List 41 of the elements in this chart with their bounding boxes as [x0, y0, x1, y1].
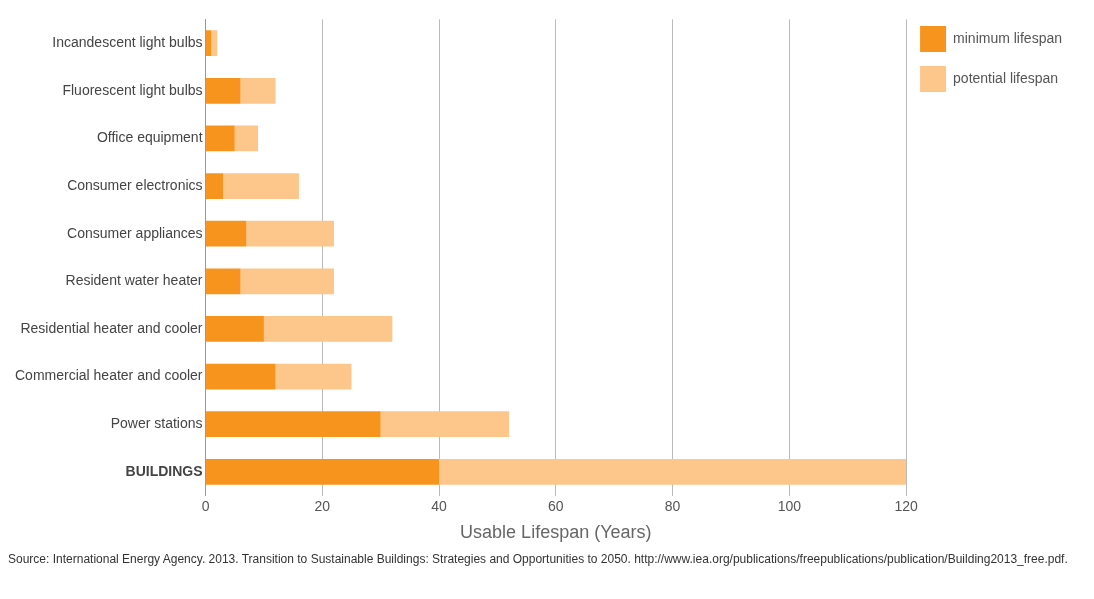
bar	[223, 173, 299, 199]
bar	[211, 30, 218, 57]
bar	[206, 316, 264, 342]
x-tick-label: 60	[548, 497, 564, 514]
legend-label: minimum lifespan	[953, 29, 1063, 46]
bar	[263, 316, 393, 342]
bar	[240, 268, 334, 295]
bar	[206, 220, 247, 247]
bar	[206, 411, 381, 438]
bar	[380, 411, 510, 438]
y-tick-label: Power stations	[110, 415, 203, 432]
x-tick-label: 20	[314, 497, 331, 514]
bar	[206, 173, 224, 199]
x-tick-label: 0	[201, 497, 210, 514]
x-tick-label: 120	[894, 497, 918, 514]
x-tick-label: 100	[777, 497, 802, 514]
bar	[240, 77, 276, 104]
y-tick-label: Incandescent light bulbs	[52, 34, 203, 51]
y-tick-label: Fluorescent light bulbs	[62, 81, 203, 98]
y-tick-label: Consumer electronics	[67, 176, 203, 193]
bar	[206, 268, 241, 295]
legend-label: potential lifespan	[953, 69, 1059, 86]
bar	[206, 30, 212, 57]
bar	[206, 125, 235, 152]
bar	[234, 125, 259, 152]
bar	[206, 363, 276, 390]
source-note: Source: International Energy Agency. 2013. Transition to Sustainable Buildings: Strategies and Opportunities to 2050. http://www.iea.org/publications/freepublications/publication/Building2013_free.pdf.	[8, 552, 1069, 566]
bar	[206, 77, 241, 104]
y-tick-label: BUILDINGS	[125, 462, 203, 479]
y-tick-label: Residential heater and cooler	[20, 319, 203, 336]
x-tick-label: 40	[431, 497, 448, 514]
bar	[206, 458, 440, 485]
bar	[275, 363, 352, 390]
x-axis-title: Usable Lifespan (Years)	[460, 522, 652, 543]
x-tick-label: 80	[664, 497, 681, 514]
y-tick-label: Resident water heater	[65, 272, 203, 289]
bar	[439, 458, 907, 485]
y-tick-label: Consumer appliances	[67, 224, 203, 241]
y-tick-label: Commercial heater and cooler	[15, 367, 203, 384]
bar	[246, 220, 334, 247]
y-tick-label: Office equipment	[96, 129, 203, 146]
